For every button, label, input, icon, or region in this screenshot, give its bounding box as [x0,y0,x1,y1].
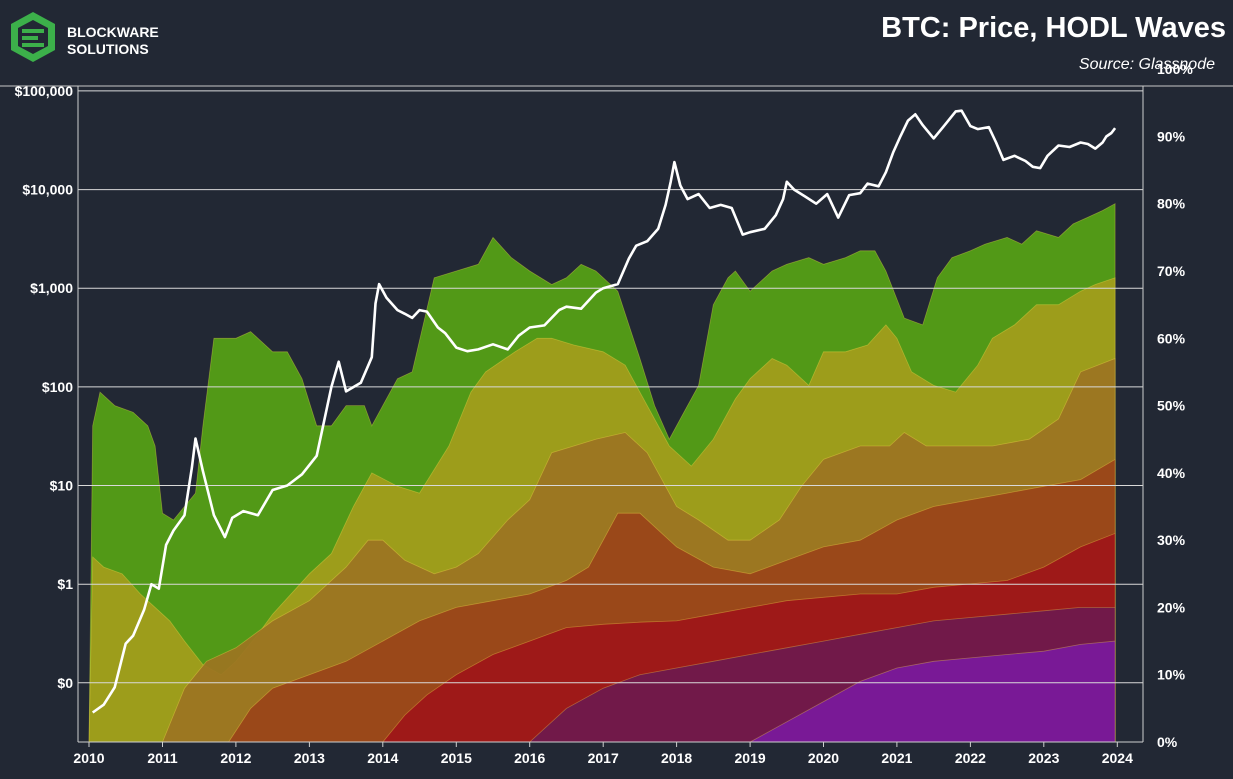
x-tick-label: 2017 [588,750,619,766]
axes: $0 $1 $10 $100 $1,000 $10,000 $100,000 0% 10% 20%… [15,61,1194,766]
brand-name-line1: BLOCKWARE [67,24,159,40]
x-tick-label: 2019 [735,750,766,766]
chart-source: Source: Glassnode [1079,56,1215,73]
chart-title: BTC: Price, HODL Waves [881,12,1226,44]
right-tick-label: 20% [1157,599,1186,615]
x-tick-label: 2010 [73,750,104,766]
x-tick-label: 2015 [441,750,472,766]
hodl-band-0 [749,640,1116,743]
brand-name-line2: SOLUTIONS [67,41,149,57]
x-tick-label: 2021 [881,750,912,766]
x-tick-label: 2023 [1028,750,1059,766]
right-tick-label: 30% [1157,532,1186,548]
right-tick-label: 40% [1157,465,1186,481]
x-tick-label: 2014 [367,750,398,766]
x-tick-label: 2016 [514,750,545,766]
blockware-logo-icon [11,12,55,62]
x-tick-label: 2020 [808,750,839,766]
x-tick-label: 2022 [955,750,986,766]
right-tick-label: 10% [1157,667,1186,683]
left-tick-label: $100,000 [15,83,74,99]
right-tick-label: 50% [1157,398,1186,414]
left-tick-label: $1 [57,576,73,592]
x-tick-label: 2011 [147,750,178,766]
right-tick-label: 0% [1157,734,1178,750]
hodl-bands [88,203,1116,743]
x-tick-label: 2013 [294,750,325,766]
gridlines [78,90,1143,684]
left-tick-label: $0 [57,675,73,691]
right-tick-label: 60% [1157,330,1186,346]
left-tick-label: $10,000 [22,182,73,198]
x-tick-label: 2012 [220,750,251,766]
right-tick-label: 90% [1157,129,1186,145]
right-tick-label: 100% [1157,61,1193,77]
x-tick-label: 2024 [1102,750,1133,766]
left-tick-label: $100 [42,379,73,395]
right-tick-label: 80% [1157,196,1186,212]
price-line [91,109,1117,714]
left-tick-label: $10 [50,478,74,494]
right-tick-label: 70% [1157,263,1186,279]
x-tick-label: 2018 [661,750,692,766]
left-tick-label: $1,000 [30,280,73,296]
